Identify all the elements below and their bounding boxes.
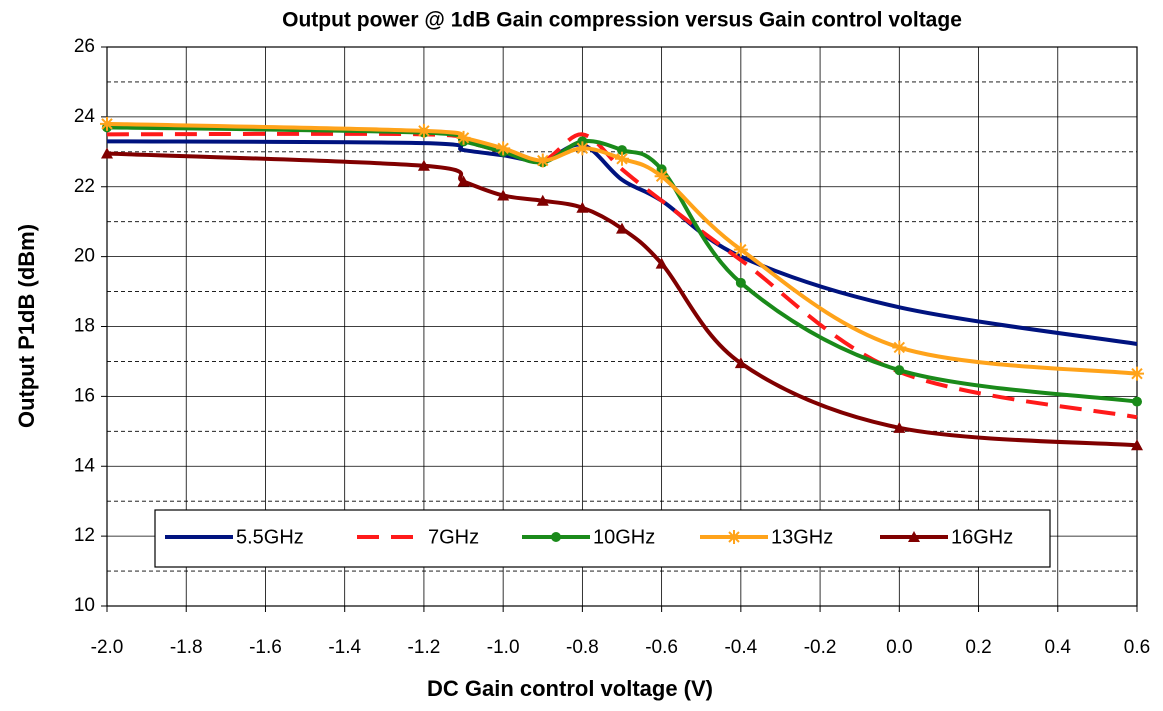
- marker: [892, 340, 907, 355]
- marker: [733, 242, 748, 257]
- legend-marker: [727, 530, 741, 544]
- y-tick-label: 24: [74, 106, 96, 127]
- x-tick-label: 0.6: [1124, 637, 1150, 658]
- x-tick-label: -1.8: [170, 637, 203, 658]
- marker: [576, 201, 589, 213]
- marker: [496, 141, 511, 156]
- marker: [735, 277, 746, 288]
- marker: [734, 357, 747, 369]
- marker: [100, 116, 114, 131]
- marker: [417, 159, 430, 171]
- marker: [457, 175, 470, 187]
- legend-marker: [551, 532, 561, 542]
- y-tick-label: 16: [74, 385, 95, 406]
- legend-label: 10GHz: [593, 526, 655, 548]
- x-tick-label: -0.6: [645, 637, 678, 658]
- x-tick-label: -2.0: [91, 637, 124, 658]
- x-tick-label: -0.4: [724, 637, 757, 658]
- y-axis-label: Output P1dB (dBm): [14, 224, 39, 428]
- marker: [456, 130, 471, 145]
- marker: [655, 257, 668, 269]
- y-tick-label: 20: [74, 246, 95, 267]
- marker: [535, 153, 550, 168]
- marker: [1130, 366, 1144, 381]
- y-tick-label: 14: [74, 455, 96, 476]
- marker: [1131, 439, 1143, 451]
- x-tick-label: -0.8: [566, 637, 599, 658]
- marker: [1132, 396, 1142, 407]
- x-tick-label: 0.2: [965, 637, 991, 658]
- y-tick-label: 22: [74, 176, 95, 197]
- marker: [101, 147, 113, 159]
- marker: [654, 169, 669, 184]
- legend-label: 13GHz: [771, 526, 833, 548]
- marker: [617, 145, 627, 156]
- legend-label: 7GHz: [428, 526, 479, 548]
- marker: [497, 189, 510, 201]
- y-tick-label: 26: [74, 36, 95, 57]
- marker: [575, 141, 590, 156]
- x-tick-label: 0.4: [1045, 637, 1072, 658]
- y-tick-label: 12: [74, 525, 95, 546]
- plot-frame: [106, 46, 1138, 607]
- x-tick-label: -0.2: [804, 637, 837, 658]
- legend-label: 5.5GHz: [236, 526, 304, 548]
- y-tick-label: 18: [74, 316, 95, 337]
- marker: [616, 222, 628, 234]
- x-tick-label: 0.0: [886, 637, 912, 658]
- x-tick-label: -1.0: [487, 637, 520, 658]
- x-tick-label: -1.6: [249, 637, 282, 658]
- series-line: [106, 131, 1138, 420]
- marker: [615, 151, 629, 166]
- legend-marker: [908, 531, 920, 542]
- series-line: [106, 151, 1138, 448]
- marker: [894, 365, 905, 376]
- marker: [536, 194, 549, 206]
- x-tick-label: -1.4: [328, 637, 361, 658]
- marker: [416, 123, 431, 138]
- legend-label: 16GHz: [951, 526, 1013, 548]
- chart-title: Output power @ 1dB Gain compression vers…: [282, 9, 962, 32]
- y-tick-label: 10: [74, 595, 95, 616]
- x-tick-label: -1.2: [408, 637, 441, 658]
- x-axis-label: DC Gain control voltage (V): [427, 676, 713, 701]
- marker: [893, 421, 906, 433]
